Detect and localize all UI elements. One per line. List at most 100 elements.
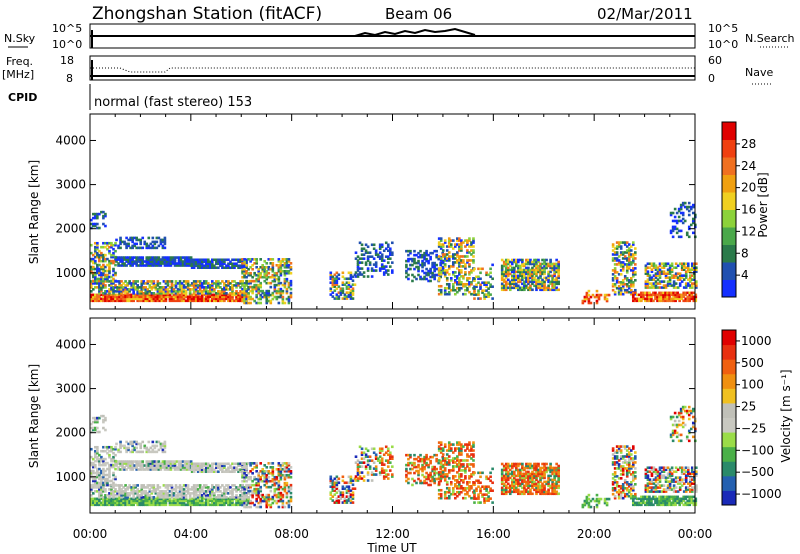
echo-cell — [627, 253, 631, 256]
echo-cell — [198, 286, 202, 289]
echo-cell — [531, 266, 534, 270]
echo-cell — [237, 293, 240, 297]
echo-cell — [229, 466, 232, 470]
echo-cell — [102, 216, 105, 220]
echo-cell — [132, 490, 135, 493]
echo-cell — [421, 269, 424, 273]
echo-cell — [690, 264, 694, 268]
echo-cell — [287, 258, 291, 261]
echo-cell — [227, 497, 230, 501]
echo-cell — [114, 453, 117, 457]
echo-cell — [267, 299, 271, 303]
echo-cell — [227, 266, 230, 270]
echo-cell — [435, 267, 438, 271]
echo-cell — [92, 486, 95, 489]
echo-cell — [237, 297, 240, 301]
echo-cell — [188, 292, 192, 295]
echo-cell — [108, 249, 111, 253]
echo-cell — [502, 284, 506, 288]
echo-cell — [137, 258, 141, 261]
echo-cell — [90, 251, 93, 255]
echo-cell — [281, 291, 285, 295]
echo-cell — [421, 265, 424, 269]
echo-cell — [135, 260, 138, 263]
echo-cell — [124, 288, 127, 291]
echo-cell — [142, 282, 146, 285]
echo-cell — [108, 455, 111, 459]
echo-cell — [235, 292, 238, 295]
echo-cell — [96, 457, 99, 461]
echo-cell — [283, 262, 287, 265]
echo-cell — [335, 277, 339, 281]
echo-cell — [656, 278, 660, 281]
echo-cell — [273, 283, 277, 287]
echo-cell — [245, 288, 248, 291]
echo-cell — [231, 499, 234, 503]
echo-cell — [198, 292, 202, 295]
echo-cell — [184, 490, 188, 493]
echo-cell — [127, 442, 130, 446]
echo-cell — [447, 259, 451, 262]
echo-cell — [159, 446, 163, 450]
echo-cell — [187, 464, 191, 467]
echo-cell — [652, 262, 656, 266]
echo-cell — [475, 285, 478, 288]
echo-cell — [654, 276, 658, 279]
echo-cell — [477, 281, 480, 285]
echo-cell — [108, 284, 111, 287]
echo-cell — [445, 271, 449, 274]
echo-cell — [169, 460, 173, 463]
echo-cell — [116, 288, 119, 291]
echo-cell — [269, 281, 273, 285]
echo-cell — [451, 255, 455, 258]
echo-cell — [223, 496, 226, 499]
echo-cell — [96, 475, 99, 479]
echo-cell — [243, 497, 246, 501]
echo-cell — [468, 263, 471, 266]
echo-cell — [688, 278, 692, 281]
echo-cell — [153, 262, 157, 265]
echo-cell — [227, 295, 230, 299]
echo-cell — [174, 484, 178, 487]
echo-cell — [142, 490, 146, 493]
echo-cell — [437, 271, 441, 274]
echo-cell — [140, 288, 144, 291]
echo-cell — [133, 256, 136, 259]
echo-cell — [135, 262, 138, 265]
echo-cell — [343, 501, 347, 504]
echo-cell — [263, 267, 267, 271]
echo-cell — [200, 292, 204, 295]
echo-cell — [245, 499, 248, 503]
echo-cell — [421, 259, 424, 263]
echo-cell — [142, 286, 146, 289]
echo-cell — [136, 488, 139, 491]
echo-cell — [263, 279, 267, 283]
echo-cell — [537, 284, 540, 288]
echo-cell — [684, 297, 688, 301]
echo-cell — [169, 464, 173, 467]
echo-cell — [283, 281, 287, 285]
echo-cell — [92, 257, 95, 261]
echo-cell — [110, 245, 113, 249]
echo-cell — [648, 274, 652, 277]
echo-cell — [96, 467, 99, 471]
echo-cell — [90, 488, 93, 491]
echo-cell — [449, 243, 453, 246]
plot-title: Zhongshan Station (fitACF) — [92, 4, 322, 24]
echo-cell — [171, 256, 175, 259]
echo-cell — [259, 301, 263, 305]
echo-cell — [370, 269, 374, 272]
echo-cell — [425, 271, 428, 275]
echo-cell — [644, 264, 648, 268]
echo-cell — [382, 477, 386, 480]
echo-cell — [629, 263, 633, 266]
echo-cell — [549, 260, 552, 264]
echo-cell — [435, 249, 438, 253]
echo-cell — [684, 282, 688, 285]
echo-cell — [285, 287, 289, 291]
echo-cell — [175, 468, 179, 471]
echo-cell — [190, 264, 194, 268]
echo-cell — [245, 473, 248, 477]
echo-cell — [158, 297, 162, 301]
echo-cell — [529, 258, 532, 262]
